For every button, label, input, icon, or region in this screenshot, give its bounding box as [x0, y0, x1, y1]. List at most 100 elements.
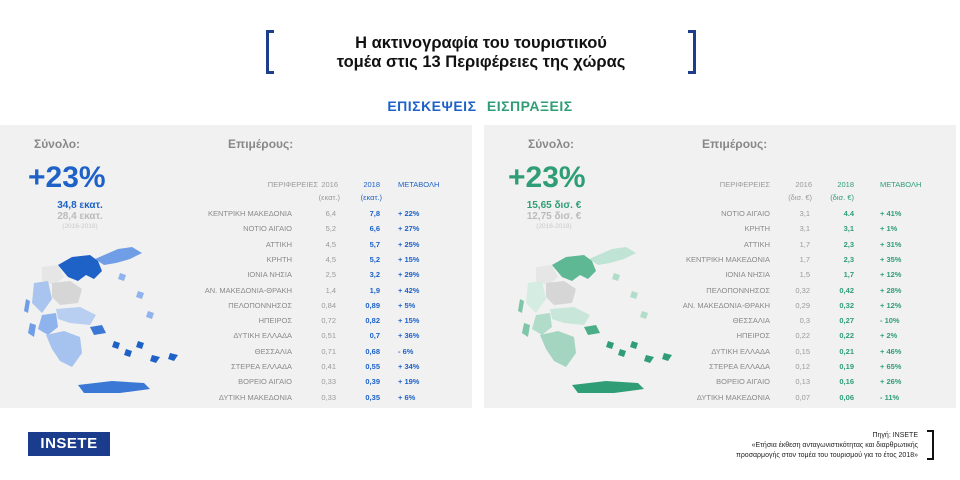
receipts-col-regions: ΠΕΡΙΦΕΡΕΙΕΣ [719, 180, 770, 189]
table-row: ΚΕΝΤΡΙΚΗ ΜΑΚΕΔΟΝΙΑ 1,7 2,3 + 35% [484, 253, 956, 267]
region-name: ΔΥΤΙΚΗ ΕΛΛΑΔΑ [233, 331, 292, 341]
value-2016: 0,33 [321, 392, 336, 402]
map-region-peloponnese [46, 331, 82, 367]
tab-receipts[interactable]: ΕΙΣΠΡΑΞΕΙΣ [486, 98, 573, 114]
change-value: + 19% [398, 377, 420, 387]
visits-total-label: Σύνολο: [34, 137, 81, 151]
value-2016: 0,29 [795, 300, 810, 310]
map-region-central-macedonia [552, 255, 596, 281]
map-region-crete [572, 381, 644, 393]
value-2018: 0,16 [839, 377, 854, 387]
change-value: + 25% [398, 239, 420, 249]
region-name: ΒΟΡΕΙΟ ΑΙΓΑΙΟ [716, 377, 770, 387]
value-2016: 0,13 [795, 377, 810, 387]
value-2018: 3,2 [369, 270, 380, 280]
value-2016: 0,12 [795, 362, 810, 371]
title-line-1: Η ακτινογραφία του τουριστικού [355, 34, 607, 52]
value-2016: 0,32 [795, 285, 810, 295]
table-row: ΠΕΛΟΠΟΝΝΗΣΟΣ 0,84 0,89 + 5% [0, 299, 472, 313]
value-2018: 0,35 [365, 392, 380, 402]
change-value: + 41% [880, 209, 902, 218]
change-value: + 2% [880, 331, 898, 341]
region-name: ΑΝ. ΜΑΚΕΔΟΝΙΑ-ΘΡΑΚΗ [682, 300, 770, 310]
change-value: + 6% [398, 392, 416, 402]
value-2016: 0,84 [321, 300, 336, 310]
table-row: ΚΡΗΤΗ 4,5 5,2 + 15% [0, 253, 472, 267]
value-2016: 0,72 [321, 316, 336, 326]
value-2018: 0,22 [839, 331, 854, 341]
tab-visits[interactable]: ΕΠΙΣΚΕΨΕΙΣ [387, 98, 477, 114]
visits-total-2018: 34,8 εκατ. [57, 200, 103, 211]
table-row: ΠΕΛΟΠΟΝΝΗΣΟΣ 0,32 0,42 + 28% [484, 284, 956, 298]
table-row: ΔΥΤΙΚΗ ΕΛΛΑΔΑ 0,51 0,7 + 36% [0, 329, 472, 343]
table-row: ΘΕΣΣΑΛΙΑ 0,3 0,27 - 10% [484, 314, 956, 328]
table-row: ΝΟΤΙΟ ΑΙΓΑΙΟ 3,1 4.4 + 41% [484, 207, 956, 221]
region-name: ΑΤΤΙΚΗ [743, 239, 770, 249]
region-name: ΗΠΕΙΡΟΣ [258, 316, 292, 326]
value-2018: 5,2 [369, 254, 380, 264]
value-2018: 5,7 [369, 239, 380, 249]
map-region-south-aegean [112, 341, 178, 363]
title-right-bracket [688, 30, 696, 74]
title-left-bracket [266, 30, 274, 74]
change-value: + 28% [880, 285, 902, 295]
value-2018: 6,6 [369, 224, 380, 234]
value-2016: 1,4 [325, 285, 336, 295]
region-name: ΚΕΝΤΡΙΚΗ ΜΑΚΕΔΟΝΙΑ [207, 209, 292, 218]
value-2018: 0,7 [369, 331, 380, 341]
visits-total-change: +23% [28, 161, 106, 194]
value-2018: 2,3 [843, 254, 854, 264]
map-region-sterea [56, 307, 96, 325]
table-row: ΔΥΤΙΚΗ ΕΛΛΑΔΑ 0,15 0,21 + 46% [484, 345, 956, 359]
source-bracket [927, 430, 934, 460]
change-value: - 6% [398, 346, 414, 356]
table-row: ΙΟΝΙΑ ΝΗΣΙΑ 1,5 1,7 + 12% [484, 268, 956, 282]
map-region-attica [90, 325, 106, 335]
value-2016: 0,3 [799, 316, 810, 326]
table-row: ΗΠΕΙΡΟΣ 0,22 0,22 + 2% [484, 329, 956, 343]
value-2018: 0,42 [839, 285, 854, 295]
map-region-western-macedonia [42, 265, 64, 285]
value-2016: 6,4 [325, 209, 336, 218]
map-region-peloponnese [540, 331, 576, 367]
region-name: ΔΥΤΙΚΗ ΜΑΚΕΔΟΝΙΑ [218, 392, 292, 402]
change-value: + 15% [398, 254, 420, 264]
insete-logo: INSETE [28, 432, 110, 456]
table-row: ΝΟΤΙΟ ΑΙΓΑΙΟ 5,2 6,6 + 27% [0, 222, 472, 236]
visits-col-2016: 2016 [321, 180, 338, 189]
region-name: ΔΥΤΙΚΗ ΜΑΚΕΔΟΝΙΑ [696, 392, 770, 402]
value-2016: 0,15 [795, 346, 810, 356]
visits-unit-2016: (εκατ.) [318, 193, 340, 202]
region-name: ΘΕΣΣΑΛΙΑ [254, 346, 292, 356]
visits-col-2018: 2018 [363, 180, 380, 189]
receipts-panel: Σύνολο: Επιμέρους: +23% 15,65 δισ. € 12,… [484, 125, 956, 408]
map-region-epirus [32, 281, 52, 313]
change-value: + 42% [398, 285, 420, 295]
value-2018: 4.4 [843, 209, 854, 218]
value-2018: 0,39 [365, 377, 380, 387]
value-2018: 0,89 [365, 300, 380, 310]
value-2018: 0,06 [839, 392, 854, 402]
value-2016: 0,33 [321, 377, 336, 387]
table-row: ΑΝ. ΜΑΚΕΔΟΝΙΑ-ΘΡΑΚΗ 1,4 1,9 + 42% [0, 284, 472, 298]
logo-text: INSETE [40, 435, 98, 452]
region-name: ΚΡΗΤΗ [744, 224, 770, 234]
value-2018: 1,9 [369, 285, 380, 295]
receipts-total-label: Σύνολο: [528, 137, 575, 151]
map-region-north-aegean [612, 273, 648, 319]
map-region-crete [78, 381, 150, 393]
region-name: ΠΕΛΟΠΟΝΝΗΣΟΣ [706, 285, 770, 295]
map-region-attica [584, 325, 600, 335]
value-2016: 0,07 [795, 392, 810, 402]
map-region-north-aegean [118, 273, 154, 319]
table-row: ΒΟΡΕΙΟ ΑΙΓΑΙΟ 0,33 0,39 + 19% [0, 375, 472, 389]
value-2016: 4,5 [325, 239, 336, 249]
map-region-central-macedonia [58, 255, 102, 281]
source-line-2: «Ετήσια έκθεση ανταγωνιστικότητας και δι… [751, 442, 918, 449]
value-2016: 5,2 [325, 224, 336, 234]
value-2016: 4,5 [325, 254, 336, 264]
receipts-total-2018: 15,65 δισ. € [526, 200, 582, 211]
value-2016: 0,71 [321, 346, 336, 356]
table-row: ΣΤΕΡΕΑ ΕΛΛΑΔΑ 0,12 0,19 + 65% [484, 360, 956, 374]
table-row: ΙΟΝΙΑ ΝΗΣΙΑ 2,5 3,2 + 29% [0, 268, 472, 282]
